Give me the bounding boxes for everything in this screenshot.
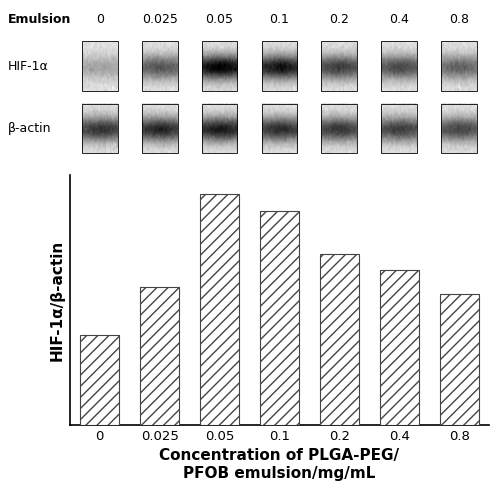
X-axis label: Concentration of PLGA-PEG/
PFOB emulsion/mg/mL: Concentration of PLGA-PEG/ PFOB emulsion… [159,448,400,481]
Bar [80,334,119,425]
Bar [261,42,297,91]
Text: 0.05: 0.05 [206,14,234,26]
Text: HIF-1α: HIF-1α [7,60,48,72]
Text: 0.4: 0.4 [389,14,409,26]
Text: 0.025: 0.025 [142,14,178,26]
Bar [440,294,479,425]
Y-axis label: HIF-1α/β-actin: HIF-1α/β-actin [49,240,64,360]
Bar [200,194,239,425]
Bar [381,42,417,91]
Text: 0.1: 0.1 [269,14,289,26]
Bar [261,104,297,154]
Bar [381,104,417,154]
Bar [82,42,118,91]
Bar [202,42,238,91]
Bar [320,254,359,425]
Bar [142,42,178,91]
Bar [321,104,357,154]
Bar [140,287,179,425]
Bar [142,104,178,154]
Text: 0.8: 0.8 [449,14,469,26]
Bar [380,270,419,425]
Text: Emulsion: Emulsion [7,14,71,26]
Bar [202,104,238,154]
Text: 0: 0 [96,14,104,26]
Bar [321,42,357,91]
Bar [260,210,299,425]
Text: 0.2: 0.2 [329,14,349,26]
Bar [441,42,477,91]
Text: β-actin: β-actin [7,122,51,135]
Bar [82,104,118,154]
Bar [441,104,477,154]
